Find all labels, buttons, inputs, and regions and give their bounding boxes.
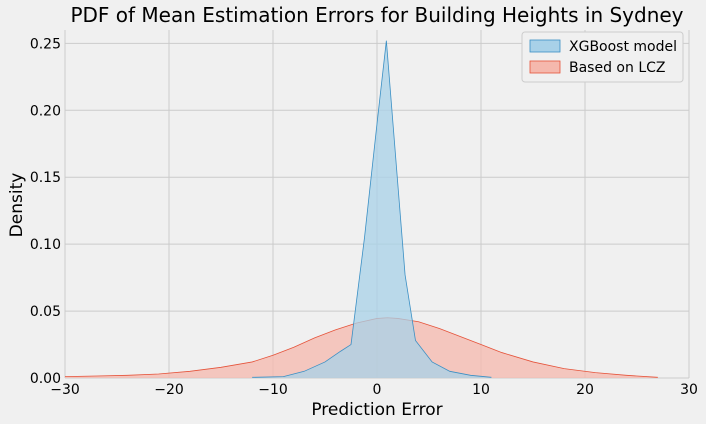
- y-tick-label: 0.10: [30, 237, 61, 253]
- legend-label-xgboost-model: XGBoost model: [569, 39, 677, 55]
- x-tick-labels: −30 −20 −10 0 10 20 30: [50, 382, 698, 398]
- x-tick-label: −20: [154, 382, 184, 398]
- y-tick-label: 0.15: [30, 170, 61, 186]
- x-tick-label: 30: [680, 382, 698, 398]
- density-areas: [64, 40, 658, 378]
- y-axis-label: Density: [7, 173, 27, 238]
- y-tick-label: 0.00: [30, 371, 61, 387]
- y-tick-label: 0.20: [30, 103, 61, 119]
- x-tick-label: 10: [472, 382, 490, 398]
- x-tick-label: −30: [50, 382, 80, 398]
- chart-title: PDF of Mean Estimation Errors for Buildi…: [70, 3, 683, 27]
- y-tick-labels: 0.00 0.05 0.10 0.15 0.20 0.25: [30, 36, 61, 387]
- line-xgboost-model: [252, 40, 492, 378]
- area-xgboost-model: [252, 40, 492, 378]
- x-tick-label: 0: [373, 382, 382, 398]
- legend-swatch-based-on-lcz: [529, 60, 561, 74]
- x-tick-label: 20: [576, 382, 594, 398]
- y-tick-label: 0.25: [30, 36, 61, 52]
- legend: XGBoost model Based on LCZ: [521, 31, 684, 83]
- legend-box: [521, 31, 684, 83]
- x-axis-label: Prediction Error: [311, 400, 442, 420]
- legend-swatch-xgboost-model: [529, 39, 561, 53]
- legend-label-based-on-lcz: Based on LCZ: [569, 60, 665, 76]
- y-tick-label: 0.05: [30, 304, 61, 320]
- x-tick-label: −10: [258, 382, 288, 398]
